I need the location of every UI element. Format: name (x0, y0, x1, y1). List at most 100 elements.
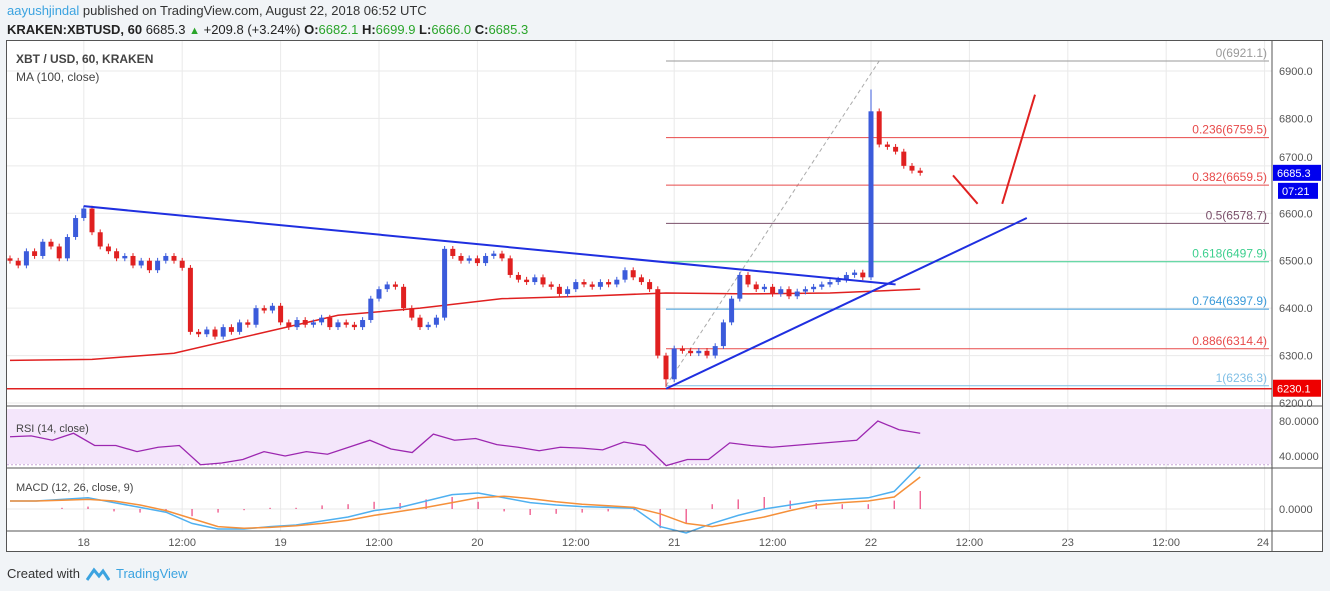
author-link[interactable]: aayushjindal (7, 3, 80, 18)
candle-up (614, 279, 620, 285)
high-label: H: (361, 22, 376, 37)
candle-down (327, 317, 333, 328)
last-price-tag (1273, 164, 1321, 181)
candle-up (491, 253, 497, 256)
candle-down (261, 308, 267, 311)
close: 6685.3 (488, 22, 529, 37)
rsi-band (7, 409, 1272, 464)
time-tick-label: 12:00 (956, 537, 984, 549)
candle-up (671, 348, 677, 380)
candle-down (401, 286, 407, 309)
trendline-resistance (83, 205, 896, 286)
candle-down (196, 331, 202, 335)
price-tick-label: 6800.0 (1279, 113, 1313, 125)
candle-down (179, 260, 185, 268)
candle-down (688, 350, 694, 354)
price-tick-label: 6700.0 (1279, 152, 1313, 164)
time-tick-label: 12:00 (562, 537, 590, 549)
time-tick-label: 18 (78, 537, 90, 549)
candle-down (130, 255, 136, 266)
candle-down (7, 258, 13, 261)
candle-down (417, 317, 423, 328)
candle-up (827, 282, 833, 285)
candle-up (335, 322, 341, 328)
time-tick-label: 22 (865, 537, 877, 549)
fib-level-label: 0.5(6578.7) (1206, 208, 1267, 222)
candle-down (32, 251, 38, 256)
candle-down (524, 279, 530, 283)
candle-up (696, 350, 702, 354)
fib-level-label: 0.618(6497.9) (1192, 247, 1267, 261)
price-tick-label: 6300.0 (1279, 351, 1313, 363)
candle-down (556, 286, 562, 294)
price-chart[interactable]: 0(6921.1) 0.236(6759.5) 0.382(6659.5) 0.5(6… (6, 40, 1323, 552)
candle-up (155, 260, 161, 271)
candle-up (360, 320, 366, 328)
candle-down (499, 253, 505, 259)
candle-down (97, 232, 103, 247)
candle-up (40, 241, 46, 256)
candle-down (884, 144, 890, 147)
candle-down (187, 267, 193, 332)
support-price-label: 6230.1 (1277, 384, 1311, 396)
candle-down (171, 255, 177, 261)
last-price: 6685.3 (145, 22, 186, 37)
symbol-info: KRAKEN:XBTUSD, 60 6685.3 ▲ +209.8 (+3.24… (7, 22, 528, 37)
candle-down (302, 320, 308, 325)
price-tick-label: 6600.0 (1279, 208, 1313, 220)
candle-down (392, 284, 398, 287)
candle-down (507, 258, 513, 275)
up-triangle-icon: ▲ (189, 25, 200, 37)
candle-up (565, 289, 571, 294)
low: 6666.0 (431, 22, 472, 37)
symbol: KRAKEN:XBTUSD, 60 (7, 22, 143, 37)
price-tick-label: 6500.0 (1279, 256, 1313, 268)
candle-up (532, 277, 538, 283)
close-label: C: (474, 22, 489, 37)
publish-info: aayushjindal published on TradingView.co… (7, 3, 427, 18)
candle-up (835, 279, 841, 283)
candle-down (146, 260, 152, 271)
candle-down (474, 258, 480, 264)
candle-up (802, 289, 808, 292)
macd-tick-label: 0.0000 (1279, 504, 1313, 516)
candle-up (368, 298, 374, 321)
candle-up (310, 322, 316, 325)
time-tick-label: 12:00 (168, 537, 196, 549)
fib-level-label: 0.764(6397.9) (1192, 294, 1267, 308)
candle-down (212, 329, 218, 337)
tradingview-link[interactable]: TradingView (115, 566, 188, 581)
rsi-legend: RSI (14, close) (16, 423, 89, 435)
rsi-line (9, 420, 921, 467)
fib-retracement: 0(6921.1) 0.236(6759.5) 0.382(6659.5) 0.5(6… (665, 46, 1269, 387)
signal-line (10, 476, 921, 529)
candle-up (237, 322, 243, 332)
fib-level-label: 0(6921.1) (1216, 46, 1267, 60)
time-tick-label: 12:00 (365, 537, 393, 549)
fib-level-label: 0.886(6314.4) (1192, 334, 1267, 348)
time-tick-label: 20 (471, 537, 483, 549)
candle-up (81, 208, 87, 219)
forecast-arrow (1001, 94, 1036, 205)
rsi-tick-label: 40.0000 (1279, 451, 1319, 463)
candle-down (540, 277, 546, 285)
candle-up (163, 255, 169, 261)
fib-level-label: 0.382(6659.5) (1192, 170, 1267, 184)
candle-down (663, 355, 669, 380)
candle-down (89, 208, 95, 233)
macd-legend: MACD (12, 26, close, 9) (16, 482, 133, 494)
countdown-label: 07:21 (1282, 186, 1310, 198)
candle-up (852, 272, 858, 275)
candle-up (483, 255, 489, 264)
candle-up (64, 237, 70, 259)
candle-up (319, 317, 325, 323)
candle-down (450, 248, 456, 256)
candle-down (278, 305, 284, 323)
support-price-tag (1273, 379, 1321, 397)
candle-down (245, 322, 251, 325)
candle-down (581, 282, 587, 285)
candle-up (122, 255, 128, 259)
candle-down (893, 146, 899, 152)
candle-down (745, 274, 751, 285)
candle-up (294, 320, 300, 328)
